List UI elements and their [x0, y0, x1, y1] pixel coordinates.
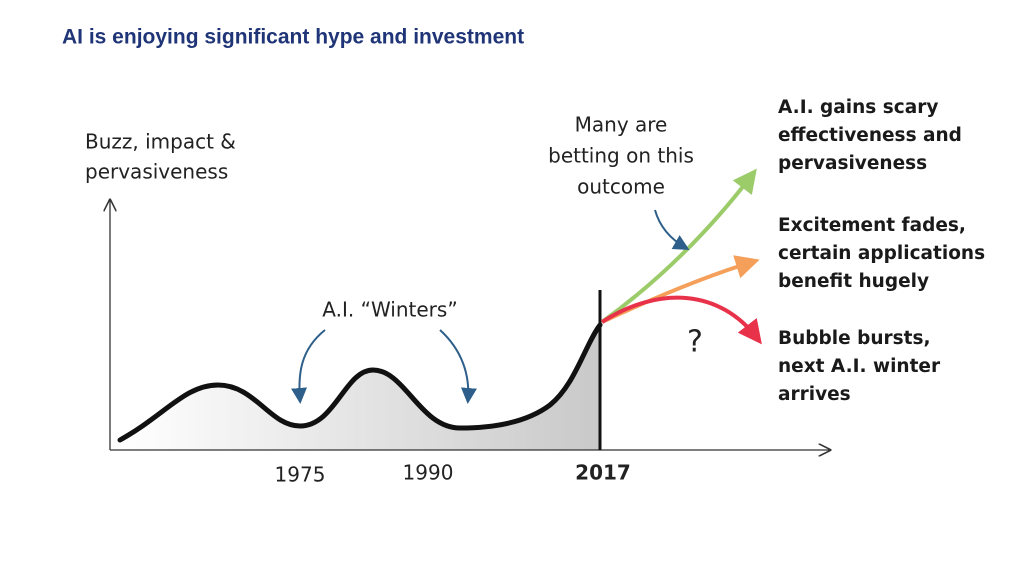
area-shading — [120, 325, 600, 450]
outcome-text: arrives — [778, 384, 851, 405]
year-label: 1990 — [403, 461, 454, 485]
arrow-effective — [600, 168, 757, 324]
bet-note: Many are — [575, 113, 668, 137]
outcome-text: effectiveness and — [778, 125, 962, 146]
bet-arrow — [654, 209, 690, 250]
year-label: 1975 — [275, 463, 326, 487]
question-mark: ? — [687, 325, 703, 360]
winter-arrow — [291, 329, 326, 404]
winter-arrow — [439, 329, 477, 404]
outcome-text: Excitement fades, — [778, 215, 966, 236]
year-label: 2017 — [575, 461, 631, 485]
outcome-text: certain applications — [778, 243, 985, 264]
y-axis-label: pervasiveness — [85, 160, 228, 184]
y-axis-label: Buzz, impact & — [85, 130, 236, 154]
arrow-bursts — [600, 295, 762, 345]
hype-curve — [117, 322, 603, 443]
outcomes: A.I. gains scary effectiveness and pervasi… — [778, 97, 985, 405]
bet-note: betting on this — [548, 144, 694, 168]
outcome-text: A.I. gains scary — [778, 97, 938, 118]
outcome-text: Bubble bursts, — [778, 328, 931, 349]
outcome-text: pervasiveness — [778, 153, 927, 174]
bet-note: outcome — [577, 175, 665, 199]
outcome-text: benefit hugely — [778, 271, 929, 292]
winters-label: A.I. “Winters” — [322, 298, 457, 322]
outcome-text: next A.I. winter — [778, 356, 941, 377]
title: AI is enjoying significant hype and inve… — [62, 26, 524, 49]
